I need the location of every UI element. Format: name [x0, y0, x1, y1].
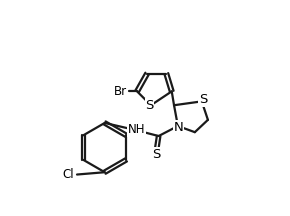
- Text: S: S: [145, 99, 154, 112]
- Text: NH: NH: [128, 123, 145, 136]
- Text: Cl: Cl: [62, 168, 74, 181]
- Text: Br: Br: [114, 85, 127, 98]
- Text: N: N: [174, 121, 184, 134]
- Text: S: S: [199, 93, 207, 106]
- Text: S: S: [152, 148, 160, 161]
